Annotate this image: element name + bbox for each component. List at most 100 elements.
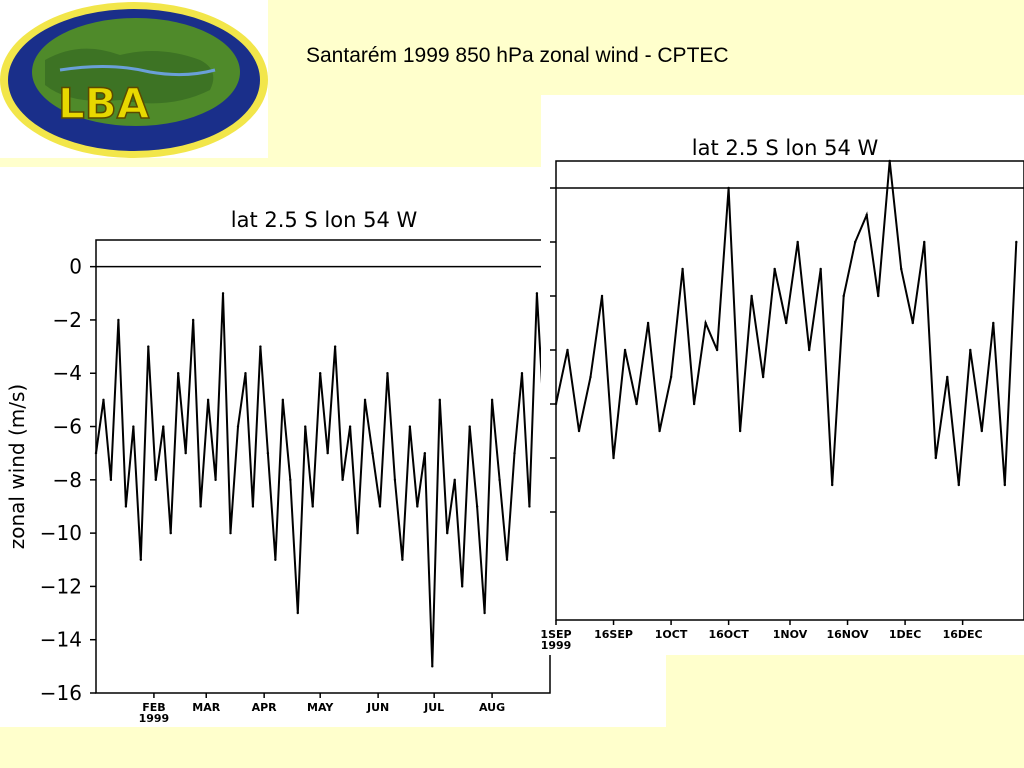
data-point [796, 240, 799, 244]
data-point [738, 429, 742, 433]
x-tick-label: MAY [307, 701, 334, 714]
data-point [635, 402, 638, 406]
x-tick-label: JUN [366, 701, 389, 714]
y-axis-label: zonal wind (m/s) [5, 384, 29, 549]
data-point [1015, 240, 1018, 244]
data-point [423, 451, 427, 455]
data-point [900, 267, 903, 271]
x-tick-label: APR [252, 701, 278, 714]
data-point [946, 375, 949, 379]
data-point [274, 558, 277, 561]
x-tick-label: 1DEC [889, 628, 921, 641]
data-point [957, 483, 960, 487]
data-point [341, 478, 344, 482]
data-point [124, 505, 128, 508]
logo-text: LBA [58, 79, 150, 128]
data-point [281, 398, 285, 402]
data-point [483, 611, 486, 615]
data-point [704, 321, 707, 325]
x-tick-label: 16NOV [826, 628, 869, 641]
data-point [992, 321, 995, 325]
data-point [184, 451, 187, 455]
x-tick-label: AUG [479, 701, 505, 714]
chart-panel-sep-dec: lat 2.5 S lon 54 W 1SEP 1999 16SEP 1OCT 16OCT… [540, 95, 1024, 655]
chart-title: lat 2.5 S lon 54 W [231, 208, 418, 232]
data-point [386, 372, 389, 375]
data-point [513, 451, 516, 455]
data-point [139, 558, 143, 561]
y-tick-label: −12 [40, 574, 82, 598]
data-point [244, 372, 247, 375]
plot-frame [555, 160, 1024, 621]
zonal-wind-chart-jan-aug: lat 2.5 S lon 54 W 0 −2 −4 −6 −8 −10 −12 −14 −16 F… [5, 208, 551, 725]
data-point [169, 531, 172, 535]
series-line [95, 293, 546, 667]
data-point [348, 425, 352, 428]
data-point [535, 292, 539, 295]
data-point [646, 321, 650, 325]
data-point [446, 531, 449, 535]
data-point [980, 429, 984, 433]
data-point [750, 294, 753, 298]
data-point [154, 478, 157, 482]
data-point [438, 398, 441, 402]
data-point [214, 478, 217, 482]
x-tick-label: 1999 [541, 639, 571, 652]
data-point [468, 425, 471, 428]
lba-logo: LBA [0, 0, 268, 158]
data-point [669, 375, 673, 379]
data-point [162, 425, 165, 428]
data-point [229, 531, 232, 535]
data-point [191, 318, 195, 322]
data-point [888, 159, 891, 163]
data-point [612, 456, 615, 460]
data-point [266, 451, 270, 455]
data-point [296, 611, 299, 615]
data-point [289, 478, 292, 482]
data-point [199, 505, 202, 508]
y-tick-label: 0 [69, 255, 82, 279]
data-point [854, 240, 857, 244]
data-point [109, 478, 113, 482]
data-point [727, 186, 730, 190]
data-point [773, 267, 776, 271]
data-point [589, 375, 592, 379]
data-point [658, 429, 661, 433]
plot-frame [95, 239, 551, 694]
data-point [865, 213, 868, 217]
data-point [475, 505, 479, 508]
data-point [911, 321, 914, 325]
data-point [842, 294, 845, 298]
data-point [94, 451, 98, 455]
data-point [520, 372, 524, 375]
x-tick-label: 1OCT [655, 628, 688, 641]
data-point [600, 294, 604, 298]
data-point [528, 505, 531, 508]
chart-title: lat 2.5 S lon 54 W [692, 136, 879, 160]
data-point [236, 425, 240, 428]
data-point [311, 505, 314, 508]
data-point [505, 558, 509, 561]
data-point [784, 321, 788, 325]
data-point [566, 348, 569, 352]
x-tick-label: 16SEP [594, 628, 633, 641]
data-point [259, 345, 262, 348]
data-point [206, 398, 210, 402]
data-point [132, 425, 135, 428]
data-point [923, 240, 926, 244]
data-point [453, 478, 456, 482]
data-point [460, 585, 464, 588]
data-point [819, 267, 822, 271]
x-tick-label: 1SEP [541, 628, 572, 641]
x-tick-label: FEB [142, 701, 165, 714]
data-point [102, 398, 105, 402]
data-point [969, 348, 972, 352]
data-point [371, 451, 374, 455]
data-point [177, 372, 180, 375]
data-point [117, 318, 120, 322]
x-tick-label: 16OCT [708, 628, 749, 641]
y-tick-label: −4 [53, 361, 82, 385]
x-tick-label: 1NOV [773, 628, 808, 641]
data-point [623, 348, 627, 352]
